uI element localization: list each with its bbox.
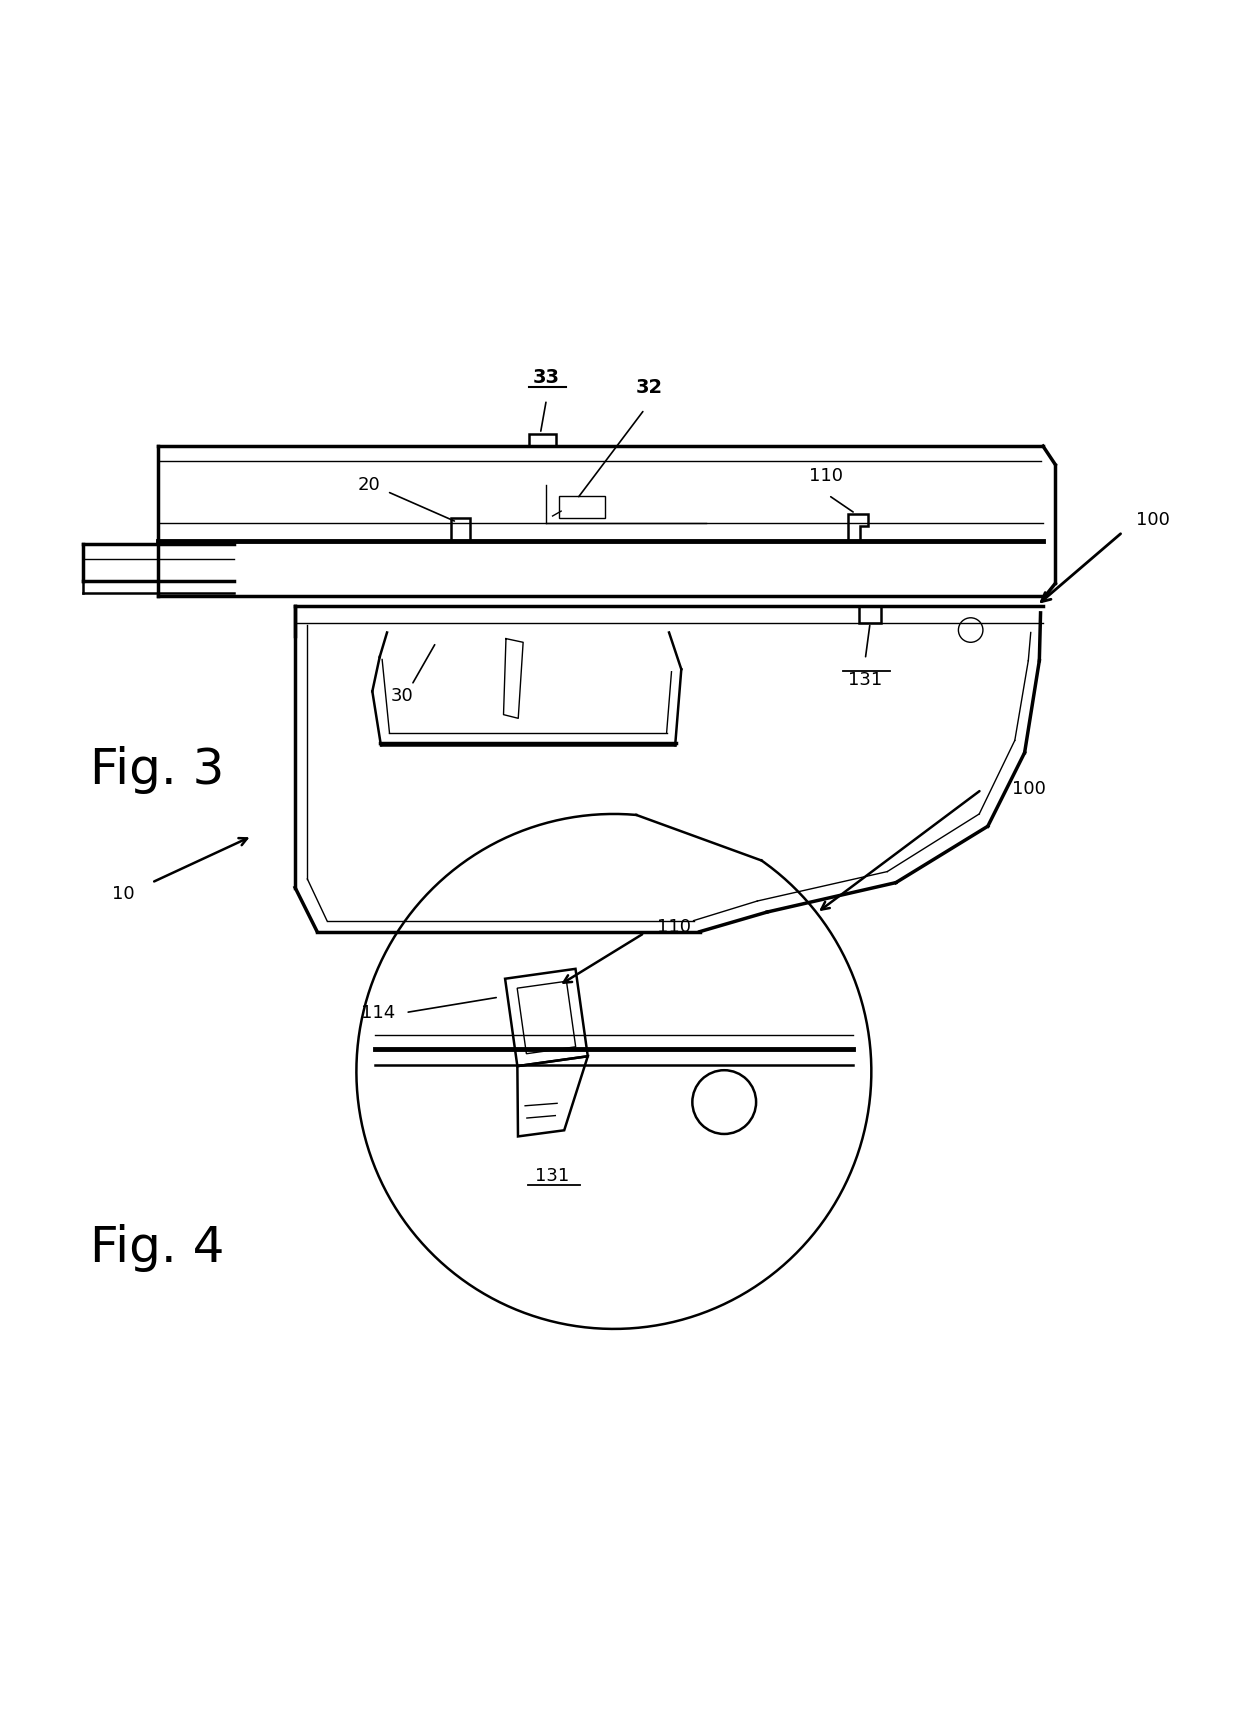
Text: 32: 32 xyxy=(636,378,663,397)
Text: 131: 131 xyxy=(536,1167,569,1184)
Text: Fig. 3: Fig. 3 xyxy=(91,746,224,794)
Text: Fig. 4: Fig. 4 xyxy=(91,1224,224,1272)
Text: 114: 114 xyxy=(361,1003,396,1022)
Text: 20: 20 xyxy=(357,476,379,494)
Text: 110: 110 xyxy=(808,468,843,485)
Text: 10: 10 xyxy=(112,885,135,903)
Text: 131: 131 xyxy=(848,670,883,689)
Text: 30: 30 xyxy=(391,687,413,706)
Text: 100: 100 xyxy=(1136,511,1171,528)
Text: 100: 100 xyxy=(1012,780,1047,799)
Text: 110: 110 xyxy=(657,918,691,935)
Text: 33: 33 xyxy=(533,368,560,387)
